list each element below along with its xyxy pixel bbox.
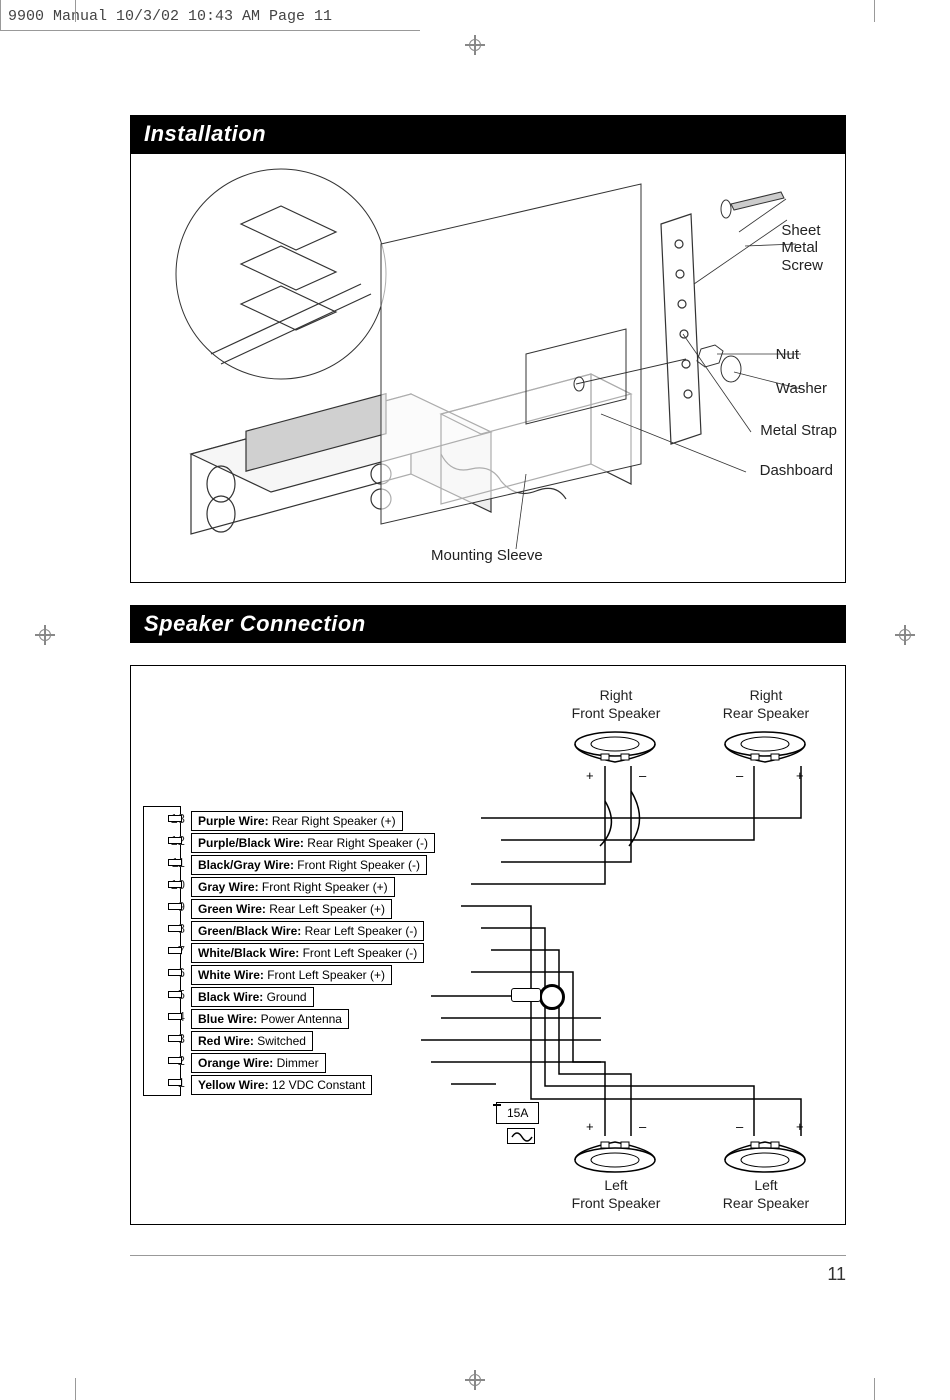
wire-label: Gray Wire: Front Right Speaker (+) <box>191 877 395 897</box>
connector-pin <box>168 1013 182 1020</box>
print-header: 9900 Manual 10/3/02 10:43 AM Page 11 <box>8 8 332 25</box>
wire-label: Yellow Wire: 12 VDC Constant <box>191 1075 372 1095</box>
wire-row: 5Black Wire: Ground <box>187 987 587 1009</box>
connector-pin <box>168 947 182 954</box>
crop-line <box>0 30 420 31</box>
connector-pin <box>168 991 182 998</box>
wire-row: 7White/Black Wire: Front Left Speaker (-… <box>187 943 587 965</box>
registration-mark <box>465 1370 485 1390</box>
speaker-header: Speaker Connection <box>130 605 846 643</box>
installation-diagram: Sheet Metal Screw Nut Washer Metal Strap… <box>130 153 846 583</box>
page-content: Installation <box>130 115 846 1225</box>
wire-label: Black/Gray Wire: Front Right Speaker (-) <box>191 855 427 875</box>
installation-header: Installation <box>130 115 846 153</box>
fuse-leader <box>493 1104 501 1106</box>
wire-label: Purple Wire: Rear Right Speaker (+) <box>191 811 403 831</box>
fuse-label: 15A <box>496 1102 539 1124</box>
installation-svg <box>131 154 846 583</box>
connector-pin <box>168 859 182 866</box>
wire-row: 12Purple/Black Wire: Rear Right Speaker … <box>187 833 587 855</box>
registration-mark <box>895 625 915 645</box>
label-metal-strap: Metal Strap <box>760 422 837 439</box>
registration-mark <box>465 35 485 55</box>
wire-row: 10Gray Wire: Front Right Speaker (+) <box>187 877 587 899</box>
wire-label: Blue Wire: Power Antenna <box>191 1009 349 1029</box>
connector-pin <box>168 1079 182 1086</box>
crop-line <box>874 1378 875 1400</box>
wire-label: Orange Wire: Dimmer <box>191 1053 326 1073</box>
connector-pin <box>168 815 182 822</box>
wire-row: 4Blue Wire: Power Antenna <box>187 1009 587 1031</box>
label-sheet-metal-screw: Sheet Metal Screw <box>781 222 823 274</box>
label-dashboard: Dashboard <box>760 462 833 479</box>
speaker-diagram: Right Front Speaker Right Rear Speaker L… <box>130 665 846 1225</box>
connector-pin <box>168 1035 182 1042</box>
page-number: 11 <box>130 1255 846 1285</box>
wire-label: Red Wire: Switched <box>191 1031 313 1051</box>
wire-row: 9Green Wire: Rear Left Speaker (+) <box>187 899 587 921</box>
registration-mark <box>35 625 55 645</box>
crop-line <box>75 1378 76 1400</box>
label-mounting-sleeve: Mounting Sleeve <box>431 547 543 564</box>
connector-pin <box>168 903 182 910</box>
wire-label: White Wire: Front Left Speaker (+) <box>191 965 392 985</box>
wire-label: Green/Black Wire: Rear Left Speaker (-) <box>191 921 424 941</box>
label-nut: Nut <box>776 346 799 363</box>
wire-row: 1Yellow Wire: 12 VDC Constant <box>187 1075 587 1097</box>
label-washer: Washer <box>776 380 827 397</box>
wire-row: 13Purple Wire: Rear Right Speaker (+) <box>187 811 587 833</box>
wire-row: 8Green/Black Wire: Rear Left Speaker (-) <box>187 921 587 943</box>
wire-label: Purple/Black Wire: Rear Right Speaker (-… <box>191 833 435 853</box>
crop-line <box>874 0 875 22</box>
wire-label: Green Wire: Rear Left Speaker (+) <box>191 899 392 919</box>
crop-line <box>0 0 1 30</box>
connector-pin <box>168 925 182 932</box>
wire-label: Black Wire: Ground <box>191 987 314 1007</box>
connector-pin <box>168 837 182 844</box>
wire-row: 3Red Wire: Switched <box>187 1031 587 1053</box>
crop-line <box>75 0 76 22</box>
fuse-icon <box>507 1128 535 1144</box>
wire-row: 2Orange Wire: Dimmer <box>187 1053 587 1075</box>
wire-row: 11Black/Gray Wire: Front Right Speaker (… <box>187 855 587 877</box>
connector-pin <box>168 881 182 888</box>
connector-pin <box>168 1057 182 1064</box>
connector-pin <box>168 969 182 976</box>
wire-row: 6White Wire: Front Left Speaker (+) <box>187 965 587 987</box>
wire-label: White/Black Wire: Front Left Speaker (-) <box>191 943 424 963</box>
